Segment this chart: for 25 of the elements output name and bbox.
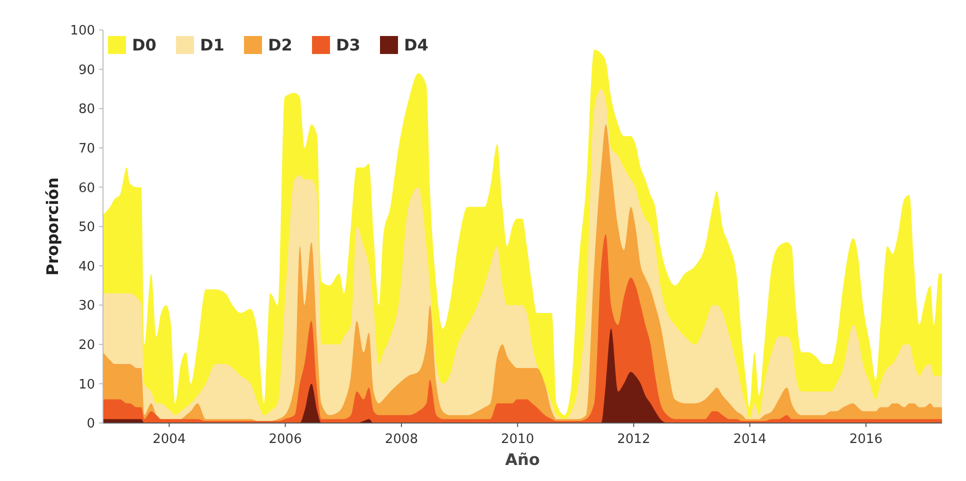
x-tick-label: 2006 bbox=[268, 432, 302, 447]
x-tick-label: 2012 bbox=[617, 432, 650, 447]
y-tick-label: 100 bbox=[70, 24, 95, 39]
y-tick-label: 70 bbox=[78, 141, 95, 156]
y-tick-label: 80 bbox=[78, 102, 95, 118]
legend-label: D4 bbox=[404, 36, 428, 55]
y-tick-label: 30 bbox=[78, 298, 95, 314]
x-tick-label: 2010 bbox=[501, 432, 534, 447]
x-tick-label: 2016 bbox=[849, 432, 882, 447]
y-tick-label: 50 bbox=[78, 220, 95, 236]
y-tick-label: 20 bbox=[78, 338, 95, 353]
legend-label: D1 bbox=[200, 36, 224, 55]
x-axis-title: Año bbox=[505, 450, 540, 469]
x-tick-label: 2008 bbox=[384, 432, 418, 447]
y-axis-title: Proporción bbox=[43, 177, 62, 276]
x-tick-label: 2014 bbox=[733, 432, 766, 447]
y-tick-label: 0 bbox=[86, 416, 95, 432]
legend-label: D2 bbox=[268, 36, 292, 55]
legend-label: D3 bbox=[336, 36, 360, 55]
y-tick-label: 90 bbox=[78, 62, 95, 78]
legend-label: D0 bbox=[132, 36, 156, 55]
x-tick-label: 2004 bbox=[152, 432, 186, 447]
y-tick-label: 60 bbox=[78, 180, 95, 196]
y-tick-label: 40 bbox=[78, 259, 95, 274]
y-tick-label: 10 bbox=[78, 377, 95, 392]
